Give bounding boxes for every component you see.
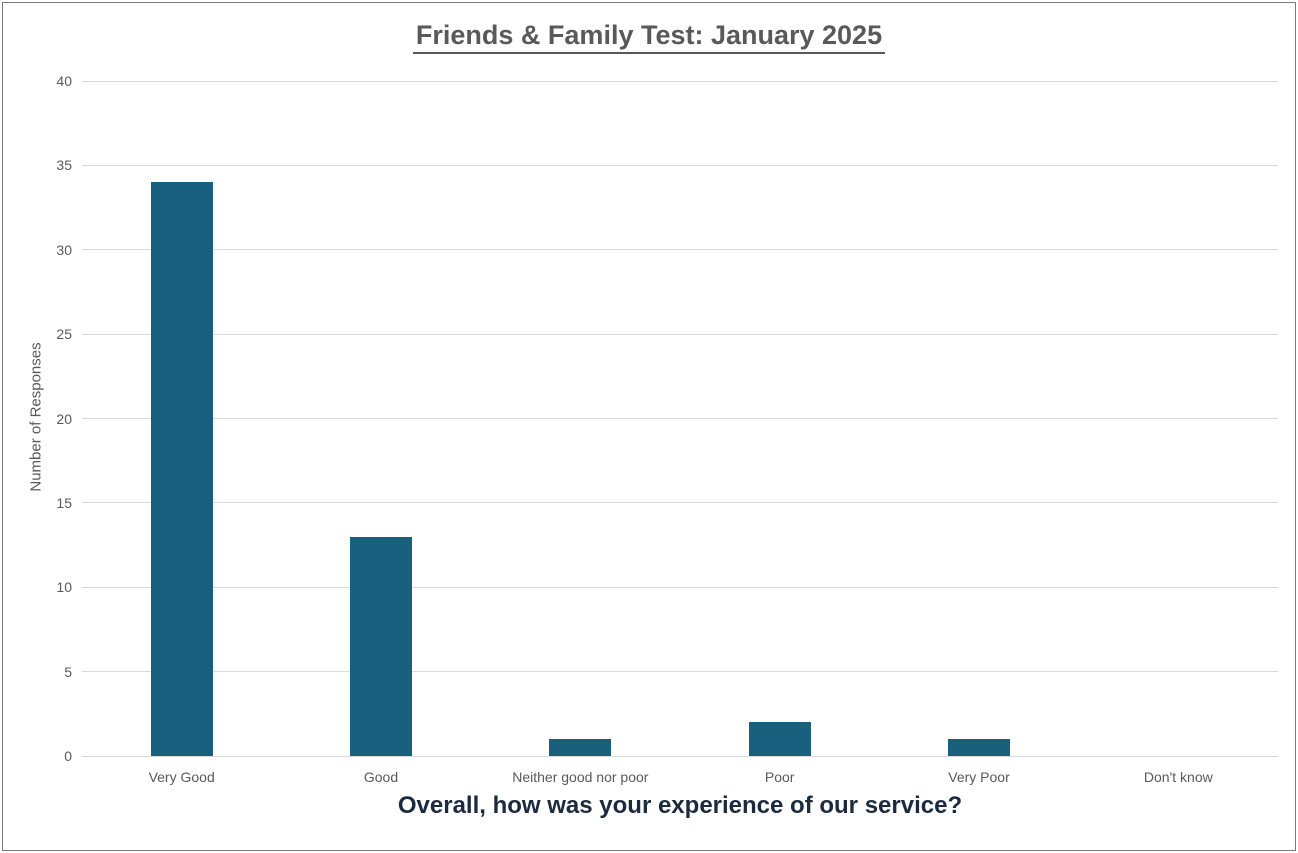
x-tick-label-very-poor: Very Poor: [948, 769, 1010, 785]
bar-poor: [748, 722, 811, 756]
y-axis-title: Number of Responses: [27, 342, 45, 492]
y-tick-label-15: 15: [56, 494, 72, 511]
bar-very-poor: [948, 739, 1010, 756]
y-tick-label-40: 40: [56, 73, 72, 89]
gridline-15: [82, 502, 1278, 504]
x-tick-label-very-good: Very Good: [148, 769, 215, 785]
y-tick-label-30: 30: [56, 241, 72, 258]
y-tick-label-0: 0: [64, 748, 72, 764]
gridline-40: [82, 80, 1278, 82]
bar-very-good: [150, 182, 213, 756]
y-tick-label-10: 10: [56, 579, 72, 596]
bar-good: [350, 536, 412, 756]
plot-area: 0 5 10 15 20 25 30 35 40 Very Good Good Neither goo…: [56, 73, 1278, 785]
y-tick-label-25: 25: [56, 326, 72, 343]
x-axis-title: Overall, how was your experience of our …: [397, 792, 963, 819]
gridline-25: [82, 333, 1278, 335]
x-tick-label-good: Good: [363, 769, 399, 785]
gridline-35: [82, 164, 1278, 166]
chart-title-text: Friends & Family Test: January 2025: [412, 20, 886, 54]
y-tick-label-5: 5: [64, 663, 72, 680]
gridline-0: [82, 755, 1278, 757]
gridline-20: [82, 418, 1278, 419]
bar-neither-good-nor-poor: [549, 739, 612, 756]
x-tick-label-neither-good-nor-poor: Neither good nor poor: [512, 769, 649, 785]
gridline-30: [82, 249, 1278, 251]
x-tick-label-poor: Poor: [764, 769, 795, 785]
x-tick-label-don-t-know: Don't know: [1143, 769, 1213, 785]
gridline-5: [82, 671, 1278, 673]
chart-title: Friends & Family Test: January 2025: [0, 20, 1298, 54]
y-tick-label-35: 35: [56, 157, 72, 174]
gridline-10: [82, 586, 1278, 588]
y-tick-label-20: 20: [56, 410, 72, 427]
